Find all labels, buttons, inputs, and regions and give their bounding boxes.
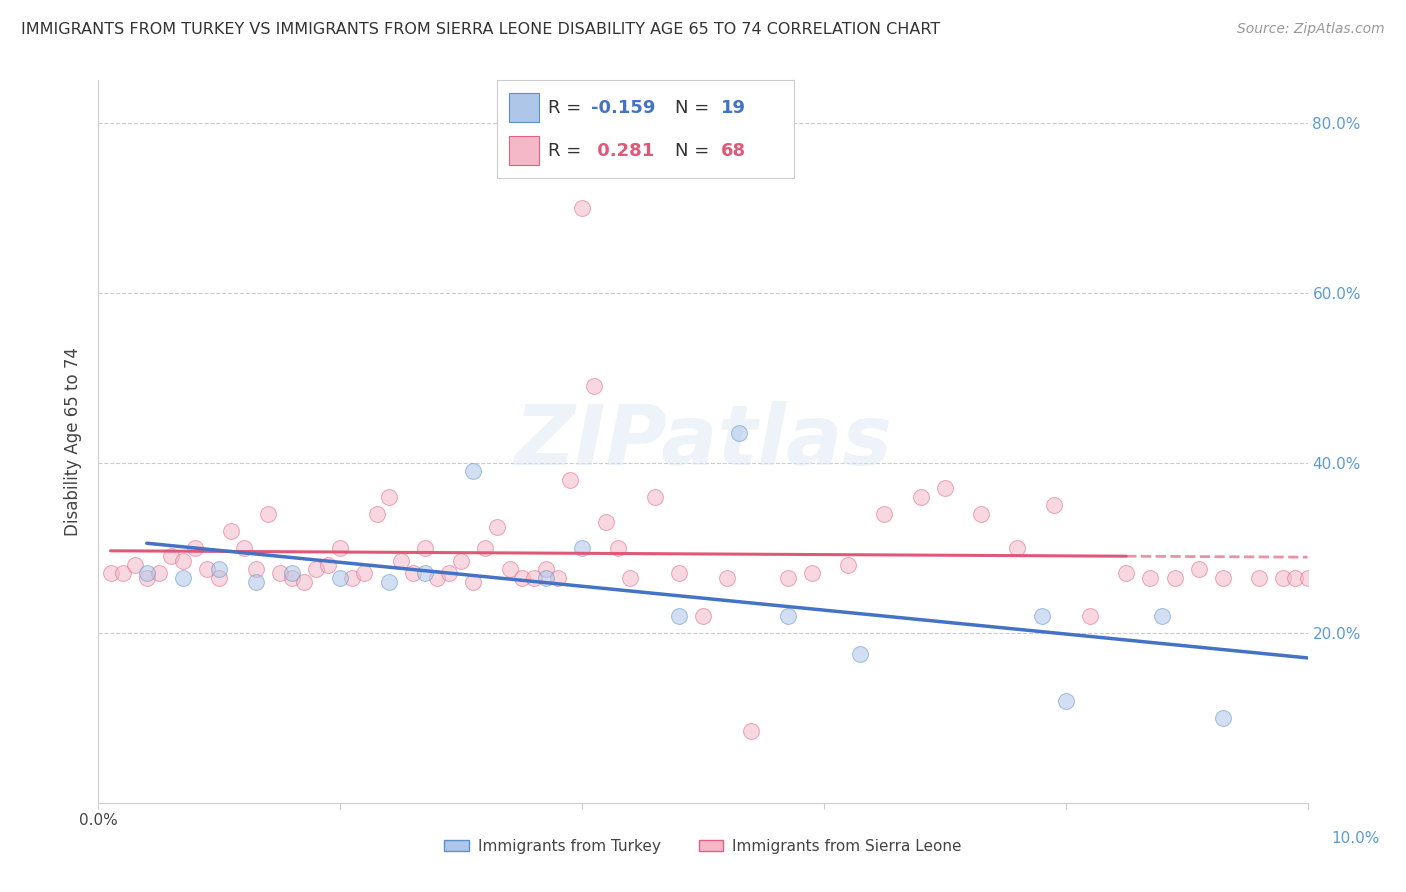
Point [413,566,436,581]
Point [571,201,593,215]
Point [498,562,520,576]
Point [523,570,546,584]
Point [1188,562,1211,576]
Text: 10.0%: 10.0% [1331,830,1381,846]
Text: IMMIGRANTS FROM TURKEY VS IMMIGRANTS FROM SIERRA LEONE DISABILITY AGE 65 TO 74 C: IMMIGRANTS FROM TURKEY VS IMMIGRANTS FRO… [21,22,941,37]
Point [486,519,509,533]
Point [426,570,449,584]
Point [583,379,606,393]
Point [970,507,993,521]
Point [281,566,304,581]
Point [619,570,641,584]
Point [668,566,690,581]
Point [111,566,134,581]
Point [595,516,617,530]
Point [1284,570,1306,584]
Point [292,574,315,589]
Point [148,566,170,581]
Point [208,570,231,584]
Point [463,464,485,478]
Point [281,570,304,584]
Point [172,553,194,567]
Point [1031,608,1053,623]
Point [800,566,823,581]
Point [1163,570,1185,584]
Point [353,566,375,581]
Point [1007,541,1029,555]
Text: ZIPatlas: ZIPatlas [515,401,891,482]
Point [716,570,738,584]
Point [135,566,157,581]
Point [776,608,799,623]
Point [1139,570,1161,584]
Point [776,570,799,584]
Point [269,566,291,581]
Text: Source: ZipAtlas.com: Source: ZipAtlas.com [1237,22,1385,37]
Legend: Immigrants from Turkey, Immigrants from Sierra Leone: Immigrants from Turkey, Immigrants from … [439,833,967,860]
Point [668,608,690,623]
Point [245,562,267,576]
Point [1212,570,1234,584]
Point [1042,498,1064,512]
Point [1249,570,1271,584]
Point [607,541,630,555]
Point [644,490,666,504]
Point [1054,694,1077,708]
Point [558,473,581,487]
Point [740,723,762,738]
Point [195,562,218,576]
Point [1152,608,1174,623]
Point [450,553,472,567]
Point [329,570,352,584]
Point [377,490,399,504]
Point [1272,570,1295,584]
Point [437,566,460,581]
Point [534,570,557,584]
Point [135,570,157,584]
Point [837,558,859,572]
Point [172,570,194,584]
Point [1212,711,1234,725]
Point [413,541,436,555]
Point [305,562,328,576]
Point [728,425,751,440]
Point [256,507,278,521]
Point [510,570,533,584]
Point [873,507,896,521]
Point [910,490,932,504]
Point [329,541,352,555]
Point [547,570,569,584]
Y-axis label: Disability Age 65 to 74: Disability Age 65 to 74 [65,347,83,536]
Point [463,574,485,589]
Point [692,608,714,623]
Point [342,570,364,584]
Point [366,507,388,521]
Point [389,553,412,567]
Point [1296,570,1319,584]
Point [232,541,254,555]
Point [221,524,243,538]
Point [208,562,231,576]
Point [184,541,207,555]
Point [1078,608,1101,623]
Point [934,481,956,495]
Point [849,647,872,661]
Point [160,549,183,564]
Point [245,574,267,589]
Point [1115,566,1137,581]
Point [124,558,146,572]
Point [534,562,557,576]
Point [474,541,496,555]
Point [100,566,122,581]
Point [377,574,399,589]
Point [402,566,425,581]
Point [571,541,593,555]
Point [316,558,339,572]
